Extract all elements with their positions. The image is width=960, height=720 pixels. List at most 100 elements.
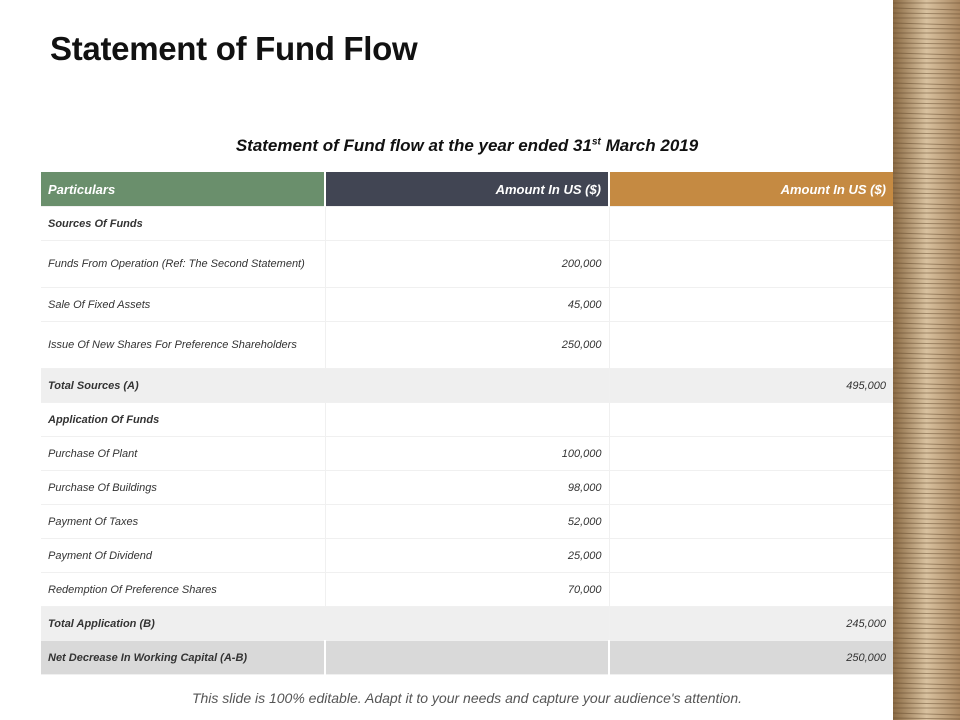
coin-edge bbox=[893, 667, 960, 671]
title: Statement of Fund Flow bbox=[50, 30, 418, 67]
coin-edge bbox=[893, 537, 960, 540]
coin-edge bbox=[893, 127, 960, 131]
total-label: Total Sources (A) bbox=[41, 368, 609, 403]
coin-edge bbox=[893, 612, 960, 615]
coin-edge bbox=[893, 507, 960, 510]
coin-edge bbox=[893, 37, 960, 41]
column-header: Amount In US ($) bbox=[324, 172, 609, 207]
coin-edge bbox=[893, 157, 960, 161]
section-heading: Application Of Funds bbox=[41, 402, 325, 437]
coin-edge bbox=[893, 382, 960, 386]
coin-edge bbox=[893, 522, 960, 525]
net-amount: 250,000 bbox=[608, 640, 893, 675]
empty-cell bbox=[608, 436, 893, 471]
item-label: Payment Of Dividend bbox=[41, 538, 325, 573]
coin-edge bbox=[893, 597, 960, 600]
section-heading-row: Application Of Funds bbox=[41, 402, 893, 437]
coin-edge bbox=[893, 552, 960, 555]
fund-table: Particulars Amount In US ($) Amount In U… bbox=[41, 172, 893, 675]
item-amount: 250,000 bbox=[324, 321, 609, 369]
empty-cell bbox=[608, 402, 893, 437]
coin-edge bbox=[893, 202, 960, 206]
empty-cell bbox=[324, 206, 609, 241]
section-heading-row: Sources Of Funds bbox=[41, 206, 893, 241]
coin-edge bbox=[893, 117, 960, 120]
coin-edge bbox=[893, 307, 960, 311]
table-caption: Statement of Fund flow at the year ended… bbox=[41, 136, 893, 156]
coin-edge bbox=[893, 177, 960, 180]
coin-edge bbox=[893, 442, 960, 446]
coin-edge bbox=[893, 487, 960, 491]
coin-decoration bbox=[893, 0, 960, 720]
coin-edge bbox=[893, 42, 960, 45]
coin-edge bbox=[893, 267, 960, 270]
total-row: Total Sources (A) 495,000 bbox=[41, 368, 893, 403]
item-row: Redemption Of Preference Shares 70,000 bbox=[41, 572, 893, 607]
coin-edge bbox=[893, 417, 960, 420]
caption-sup: st bbox=[591, 136, 601, 148]
coin-edge bbox=[893, 27, 960, 30]
coin-edge bbox=[893, 702, 960, 705]
coin-edge bbox=[893, 292, 960, 296]
empty-cell bbox=[324, 640, 609, 675]
coin-edge bbox=[893, 367, 960, 371]
coin-edge bbox=[893, 312, 960, 315]
coin-edge bbox=[893, 247, 960, 251]
item-label: Redemption Of Preference Shares bbox=[41, 572, 325, 607]
coin-edge bbox=[893, 207, 960, 210]
empty-cell bbox=[324, 402, 609, 437]
column-header: Particulars bbox=[41, 172, 325, 207]
coin-edge bbox=[893, 502, 960, 506]
coin-edge bbox=[893, 357, 960, 360]
item-amount: 98,000 bbox=[324, 470, 609, 505]
item-amount: 52,000 bbox=[324, 504, 609, 539]
coin-edge bbox=[893, 72, 960, 75]
net-label: Net Decrease In Working Capital (A-B) bbox=[41, 640, 325, 675]
coin-edge bbox=[893, 12, 960, 15]
coin-edge bbox=[893, 252, 960, 255]
coin-edge bbox=[893, 352, 960, 356]
coin-edge bbox=[893, 282, 960, 285]
coin-edge bbox=[893, 97, 960, 101]
item-label: Issue Of New Shares For Preference Share… bbox=[41, 321, 325, 369]
coin-edge bbox=[893, 717, 960, 720]
coin-edge bbox=[893, 547, 960, 551]
coin-edge bbox=[893, 457, 960, 461]
coin-edge bbox=[893, 232, 960, 236]
coin-edge bbox=[893, 87, 960, 90]
coin-edge bbox=[893, 322, 960, 326]
item-amount: 200,000 bbox=[324, 240, 609, 288]
coin-edge bbox=[893, 697, 960, 701]
coin-edge bbox=[893, 67, 960, 71]
empty-cell bbox=[608, 504, 893, 539]
coin-edge bbox=[893, 582, 960, 585]
coin-edge bbox=[893, 682, 960, 686]
item-row: Purchase Of Plant 100,000 bbox=[41, 436, 893, 471]
coin-edge bbox=[893, 262, 960, 266]
footer-note: This slide is 100% editable. Adapt it to… bbox=[191, 690, 743, 706]
item-label: Payment Of Taxes bbox=[41, 504, 325, 539]
coin-edge bbox=[893, 82, 960, 86]
coin-edge bbox=[893, 712, 960, 716]
coin-edge bbox=[893, 372, 960, 375]
coin-edge bbox=[893, 112, 960, 116]
coin-edge bbox=[893, 687, 960, 690]
empty-cell bbox=[608, 287, 893, 322]
coin-edge bbox=[893, 427, 960, 431]
total-label: Total Application (B) bbox=[41, 606, 609, 641]
coin-edge bbox=[893, 462, 960, 465]
total-amount: 495,000 bbox=[608, 368, 893, 403]
coin-edge bbox=[893, 652, 960, 656]
item-amount: 100,000 bbox=[324, 436, 609, 471]
total-amount: 245,000 bbox=[608, 606, 893, 641]
coin-edge bbox=[893, 492, 960, 495]
coin-edge bbox=[893, 567, 960, 570]
item-row: Sale Of Fixed Assets 45,000 bbox=[41, 287, 893, 322]
coin-edge bbox=[893, 222, 960, 225]
coin-edge bbox=[893, 592, 960, 596]
coin-edge bbox=[893, 402, 960, 405]
item-row: Payment Of Taxes 52,000 bbox=[41, 504, 893, 539]
coin-edge bbox=[893, 217, 960, 221]
item-label: Sale Of Fixed Assets bbox=[41, 287, 325, 322]
